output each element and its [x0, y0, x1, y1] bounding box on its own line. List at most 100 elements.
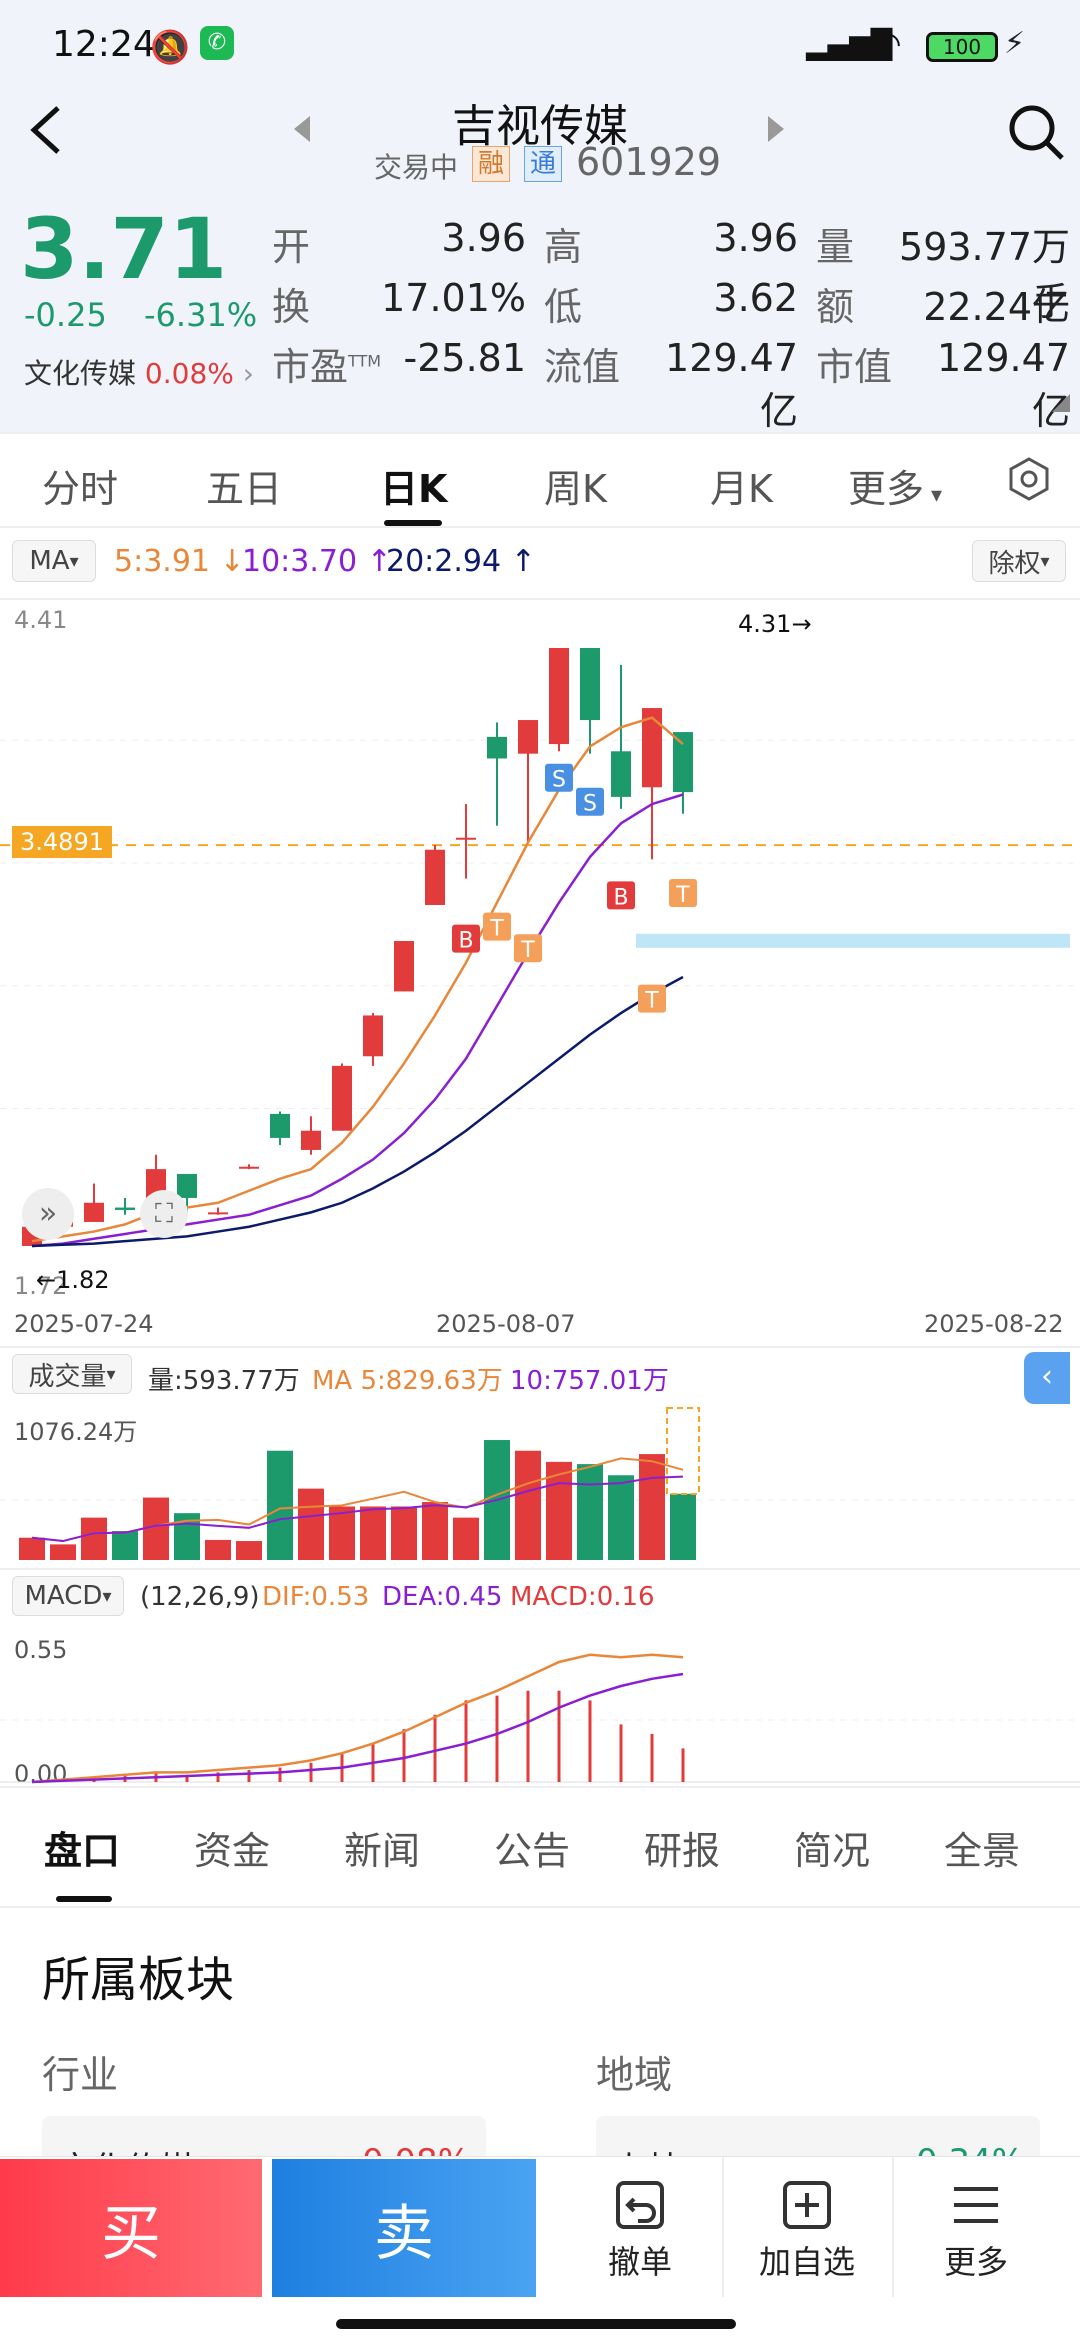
cancel-order-button[interactable]: 撤单 — [592, 2177, 688, 2283]
candle-body — [456, 837, 476, 840]
dropdown-icon: ▾ — [102, 1585, 112, 1607]
volume-selector[interactable]: 成交量 ▾ — [12, 1354, 132, 1394]
open-value: 3.96 — [441, 216, 526, 260]
tab-five-day[interactable]: 五日 — [206, 467, 283, 511]
tab-weekly-k[interactable]: 周K — [544, 467, 607, 511]
volume-chart[interactable] — [0, 1400, 1080, 1564]
trade-marker-label: S — [583, 792, 597, 817]
battery-icon: 100 — [926, 32, 998, 62]
macd-max-label: 0.55 — [14, 1636, 68, 1664]
volume-bar — [50, 1544, 76, 1560]
tab-news[interactable]: 新闻 — [344, 1829, 421, 1873]
tab-order-book[interactable]: 盘口 — [44, 1829, 121, 1873]
candle-body — [580, 648, 600, 721]
sell-button[interactable]: 卖 — [272, 2159, 536, 2297]
ma-line-ma20 — [31, 975, 684, 1248]
float-cap-value: 129.47亿 — [665, 336, 798, 433]
trade-marker-label: T — [644, 989, 659, 1014]
prev-stock-button[interactable] — [292, 114, 312, 144]
plus-box-icon — [783, 2181, 831, 2229]
ma10-value: 10:3.70 ↑ — [242, 544, 392, 579]
trade-marker — [669, 878, 697, 907]
tab-more[interactable]: 更多 ▾ — [848, 467, 943, 511]
ma20-value: 20:2.94 ↑ — [386, 544, 536, 579]
side-panel-toggle-icon[interactable]: ‹ — [1024, 1352, 1070, 1404]
action-bar: 买 卖 撤单 加自选 更多 — [0, 2156, 1080, 2340]
volume-bar — [546, 1461, 572, 1560]
back-button[interactable] — [18, 100, 78, 160]
chevron-right-icon: › — [242, 357, 254, 390]
trade-marker-label: T — [675, 883, 690, 908]
candle-body — [270, 1113, 290, 1138]
volume-bar — [19, 1537, 45, 1560]
volume-bar — [143, 1497, 169, 1560]
trade-marker-label: T — [520, 938, 535, 963]
sector-link[interactable]: 文化传媒 0.08% › — [24, 352, 254, 392]
more-label: 更多 — [943, 2243, 1008, 2281]
sector-section-title: 所属板块 — [42, 1952, 235, 2008]
connect-tag: 通 — [524, 146, 562, 182]
candle-body — [363, 1015, 383, 1057]
pe-ttm-sup: TTM — [348, 351, 382, 371]
tab-announcements[interactable]: 公告 — [494, 1829, 571, 1873]
candle-body — [177, 1173, 197, 1198]
tab-monthly-k[interactable]: 月K — [710, 467, 773, 511]
volume-value: 593.77万手 — [899, 225, 1070, 324]
active-tab-indicator — [384, 520, 442, 526]
candle-body — [332, 1065, 352, 1131]
wifi-icon: ◠ — [872, 24, 902, 64]
more-button[interactable]: 更多 — [928, 2177, 1024, 2283]
high-value: 3.96 — [713, 216, 798, 260]
macd-chart[interactable] — [0, 1620, 1080, 1788]
buy-button[interactable]: 买 — [0, 2159, 262, 2297]
ma5-value: 5:3.91 ↓ — [114, 544, 245, 579]
settings-icon[interactable] — [1004, 454, 1054, 504]
tab-research[interactable]: 研报 — [644, 1829, 721, 1873]
volume-bar — [329, 1506, 355, 1560]
trading-status: 交易中 — [374, 151, 459, 184]
mkt-cap-value: 129.47亿 — [937, 336, 1070, 433]
search-icon[interactable] — [1006, 102, 1066, 162]
next-stock-button[interactable] — [766, 114, 786, 144]
macd-params: (12,26,9) — [140, 1582, 260, 1612]
status-bar: 12:24 🔕 ✆ ▂▄▆█ ◠ 100 ⚡ — [0, 0, 1080, 90]
candle-body — [301, 1130, 321, 1150]
adjust-selector[interactable]: 除权 ▾ — [972, 540, 1066, 582]
undo-icon — [616, 2181, 664, 2229]
fullscreen-icon[interactable]: ⛶ — [140, 1190, 188, 1238]
expand-arrows-icon[interactable]: » — [22, 1188, 74, 1240]
trade-marker — [452, 924, 480, 953]
low-value: 3.62 — [713, 276, 798, 320]
mkt-cap-label: 市值 — [816, 345, 893, 389]
tab-panorama[interactable]: 全景 — [944, 1829, 1021, 1873]
trade-marker — [607, 881, 635, 910]
volume-bar — [515, 1450, 541, 1560]
trade-marker-label: T — [489, 917, 504, 942]
home-indicator — [336, 2319, 736, 2329]
stock-code: 601929 — [576, 140, 722, 184]
active-bottom-tab-indicator — [56, 1896, 112, 1902]
candle-body — [487, 736, 507, 759]
tab-capital[interactable]: 资金 — [194, 1829, 271, 1873]
expand-corner-icon[interactable] — [1052, 394, 1070, 412]
ma-selector[interactable]: MA ▾ — [12, 540, 96, 582]
stock-name: 吉视传媒 — [452, 101, 628, 152]
add-watchlist-button[interactable]: 加自选 — [752, 2177, 862, 2283]
current-price: 3.71 — [20, 200, 228, 298]
float-cap-label: 流值 — [544, 345, 621, 389]
tab-timeshare[interactable]: 分时 — [42, 467, 119, 511]
detail-tabs: 盘口 资金 新闻 公告 研报 简况 全景 — [0, 1790, 1080, 1906]
volume-bar — [360, 1506, 386, 1560]
tab-profile[interactable]: 简况 — [794, 1829, 871, 1873]
tab-daily-k[interactable]: 日K — [380, 467, 448, 511]
volume-bar — [205, 1539, 231, 1560]
macd-selector[interactable]: MACD ▾ — [12, 1576, 124, 1616]
low-mark-label: ←1.82 — [36, 1266, 110, 1294]
high-label: 高 — [544, 225, 583, 269]
low-label: 低 — [544, 285, 583, 329]
candle-body — [425, 849, 445, 905]
trade-marker — [545, 763, 573, 792]
sector-change: 0.08% — [144, 357, 234, 390]
volume-bar — [608, 1475, 634, 1560]
status-time: 12:24 — [52, 24, 156, 65]
